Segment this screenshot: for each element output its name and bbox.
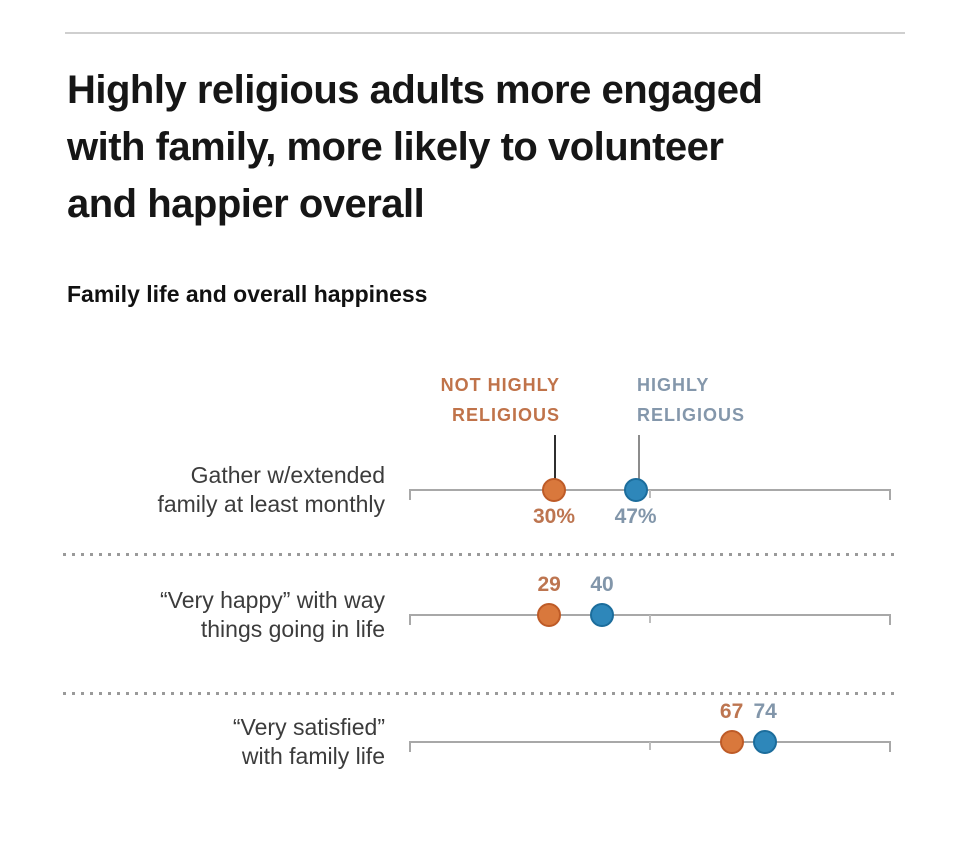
chart-title: Highly religious adults more engaged with…	[67, 62, 897, 233]
value-label-not-highly: 30%	[532, 505, 576, 528]
dot-not-highly-religious	[719, 730, 744, 754]
axis-midpoint-tick	[649, 490, 651, 498]
row-category-label: “Very happy” with way things going in lif…	[55, 586, 385, 644]
dot-highly-religious	[590, 603, 614, 627]
dot-highly-religious	[753, 730, 778, 754]
row-category-label-line: with family life	[241, 743, 385, 769]
legend-not-highly-religious: NOT HIGHLY RELIGIOUS	[441, 370, 560, 430]
legend-label-line: HIGHLY	[637, 375, 710, 395]
legend-label-line: NOT HIGHLY	[440, 375, 560, 395]
value-label-highly: 47%	[614, 505, 657, 528]
dot-highly-religious	[623, 478, 648, 502]
row-category-label-line: Gather w/extended	[190, 462, 385, 488]
axis-end-cap-left	[409, 489, 411, 500]
row-separator	[63, 692, 898, 695]
axis-midpoint-tick	[649, 742, 651, 750]
row-separator	[63, 553, 898, 556]
value-label-not-highly: 67	[719, 700, 744, 723]
value-label-not-highly: 29	[537, 573, 561, 596]
legend-leader-line-highly	[638, 435, 640, 479]
axis-end-cap-right	[889, 614, 891, 625]
value-label-highly: 40	[590, 573, 614, 596]
axis-midpoint-tick	[649, 615, 651, 623]
axis-end-cap-right	[889, 489, 891, 500]
dot-not-highly-religious	[537, 603, 562, 627]
chart-subtitle: Family life and overall happiness	[67, 281, 428, 307]
top-rule	[65, 32, 905, 34]
row-category-label: Gather w/extended family at least monthly	[55, 461, 385, 519]
row-category-label-line: “Very happy” with way	[160, 587, 385, 613]
row-category-label: “Very satisfied” with family life	[55, 713, 385, 771]
row-category-label-line: family at least monthly	[157, 491, 385, 517]
axis-end-cap-right	[889, 741, 891, 752]
legend-leader-line-not-highly	[554, 435, 556, 479]
axis-end-cap-left	[409, 741, 411, 752]
dot-not-highly-religious	[542, 478, 566, 502]
legend-label-line: RELIGIOUS	[451, 405, 560, 425]
axis-end-cap-left	[409, 614, 411, 625]
legend-label-line: RELIGIOUS	[637, 405, 746, 425]
value-label-highly: 74	[753, 700, 777, 723]
chart-title-line: and happier overall	[67, 182, 425, 226]
legend-highly-religious: HIGHLY RELIGIOUS	[637, 370, 745, 430]
chart-title-line: with family, more likely to volunteer	[67, 125, 724, 169]
row-category-label-line: things going in life	[200, 616, 385, 642]
row-category-label-line: “Very satisfied”	[232, 714, 385, 740]
chart-title-line: Highly religious adults more engaged	[67, 68, 763, 112]
